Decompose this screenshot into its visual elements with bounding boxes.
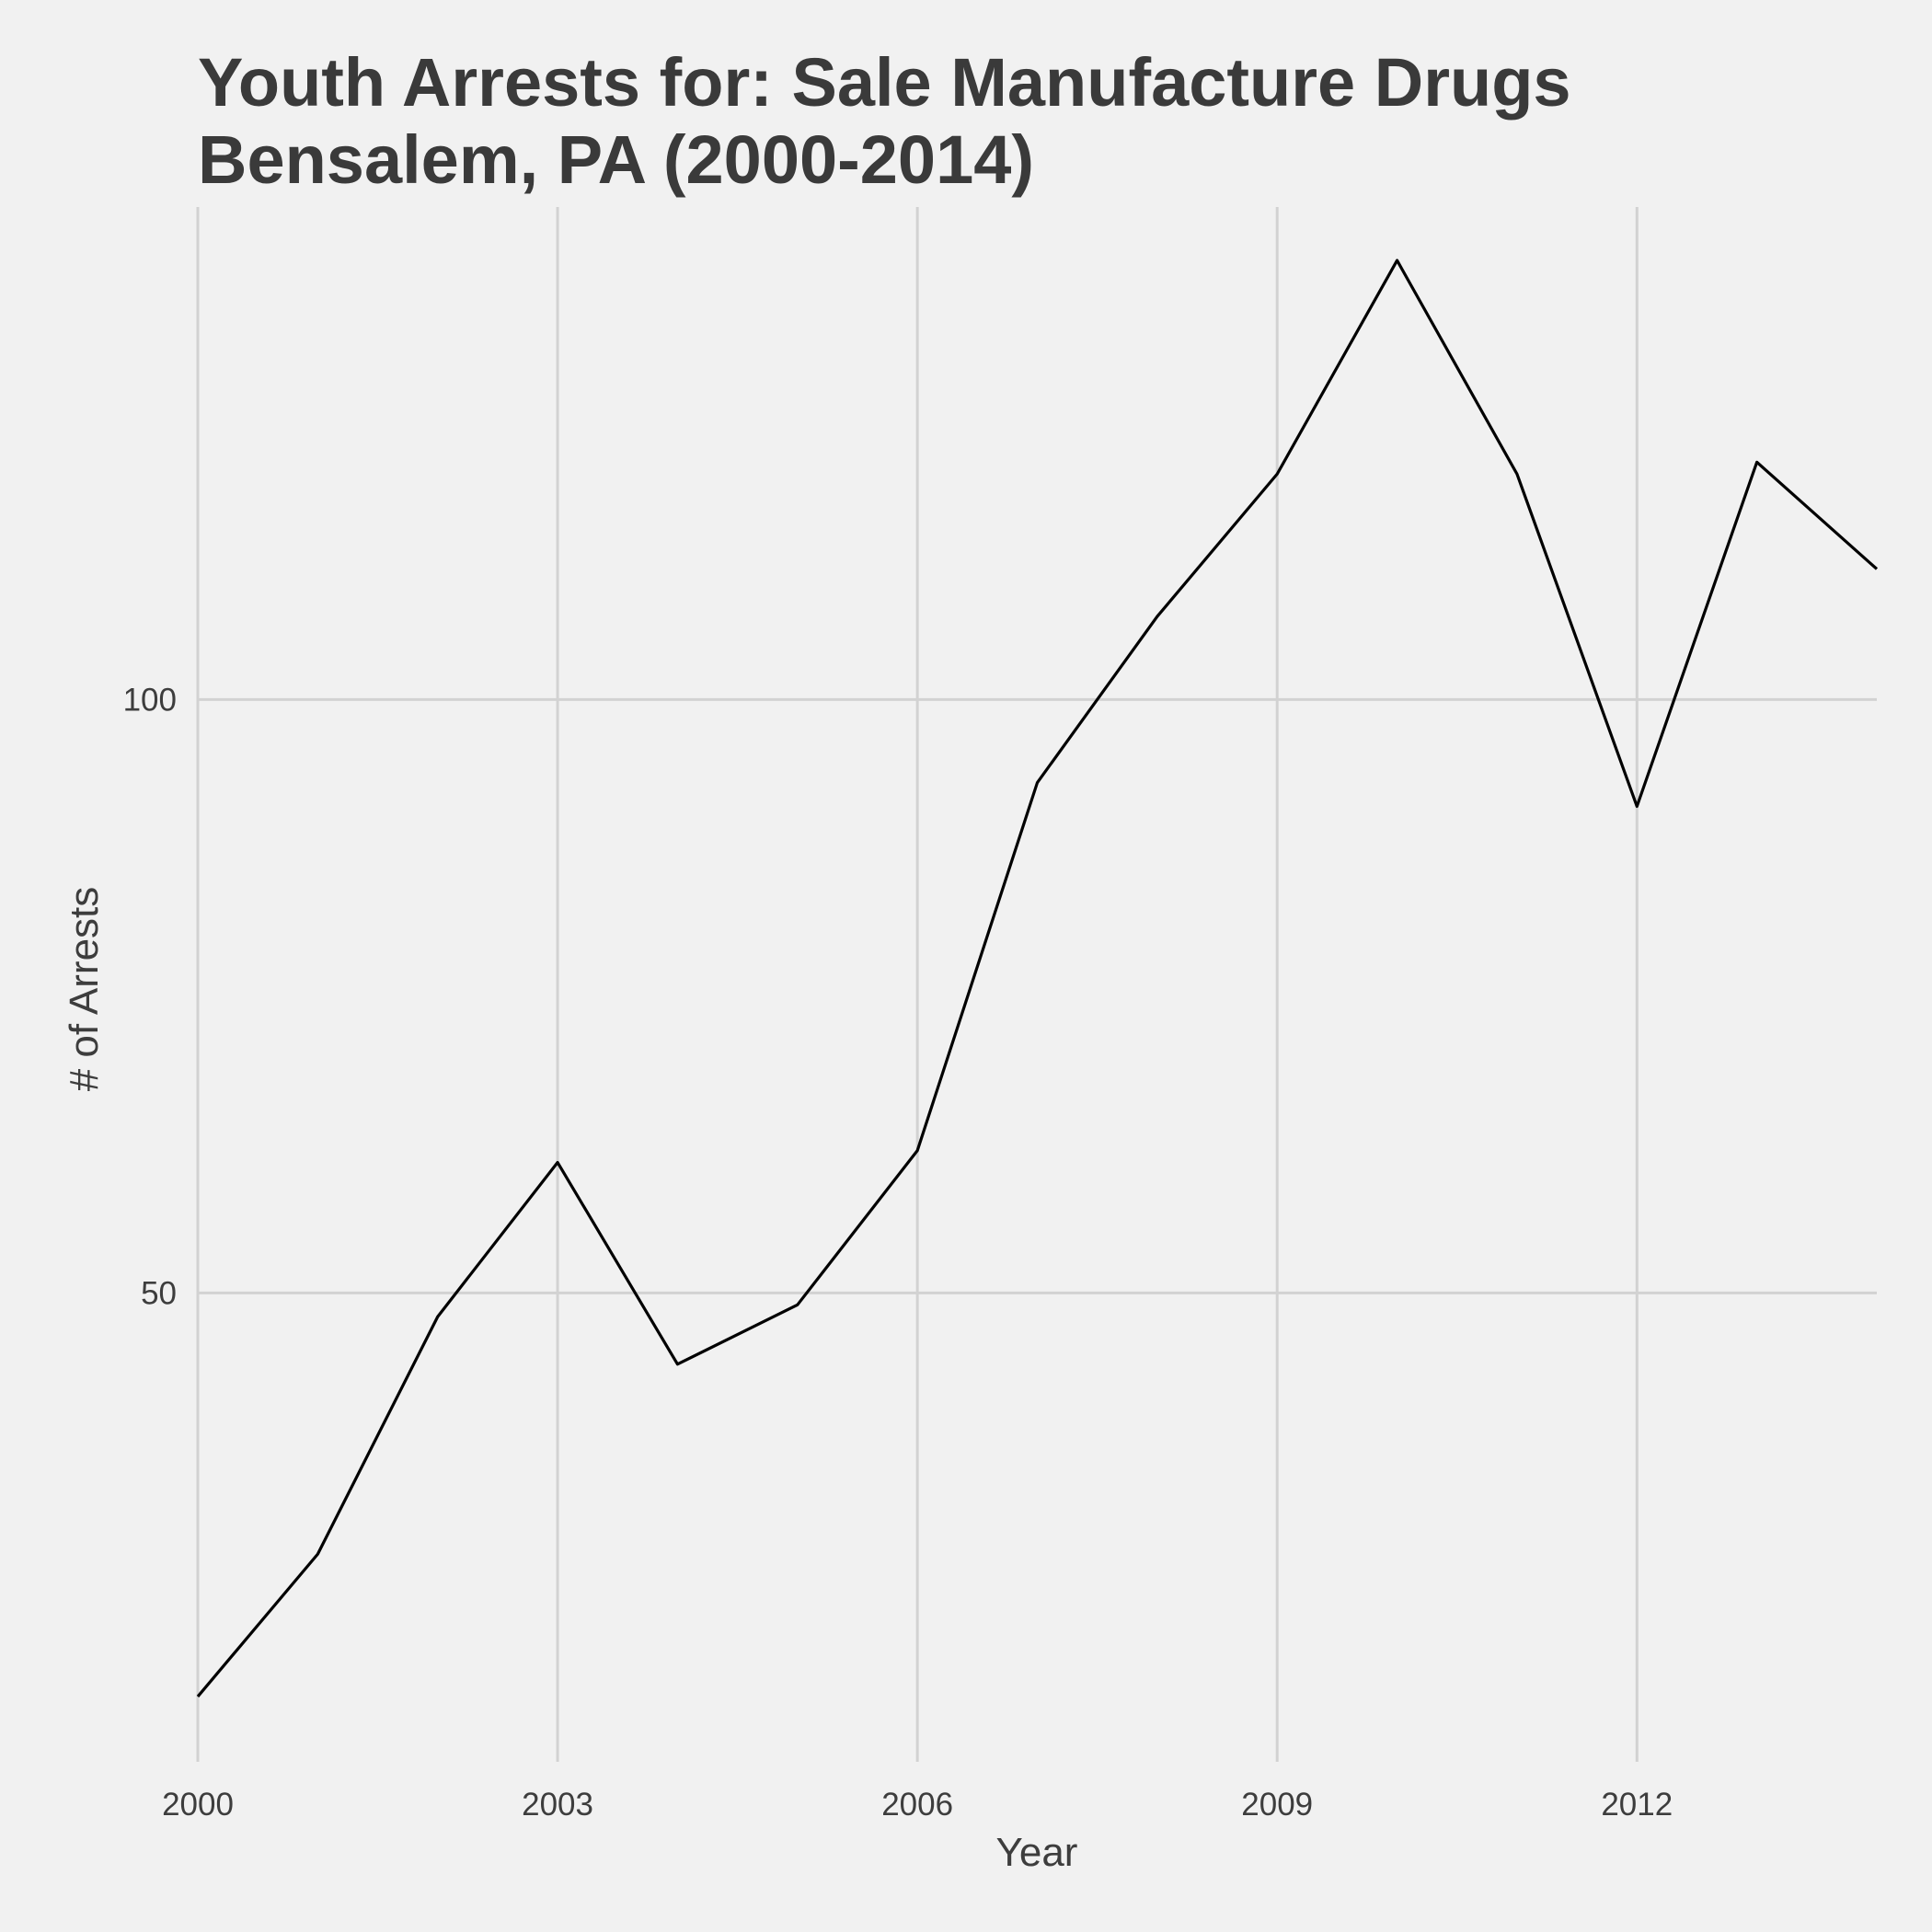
x-tick-label-2000: 2000 (162, 1787, 234, 1823)
x-tick-label-2003: 2003 (522, 1787, 593, 1823)
y-axis-title: # of Arrests (62, 887, 107, 1092)
chart-title-line-1: Youth Arrests for: Sale Manufacture Drug… (198, 44, 1571, 121)
chart-title: Youth Arrests for: Sale Manufacture Drug… (198, 44, 1571, 199)
x-axis-title: Year (996, 1830, 1078, 1875)
y-tick-label-50: 50 (141, 1275, 177, 1311)
chart-title-line-2: Bensalem, PA (2000-2014) (198, 121, 1035, 198)
series-layer (196, 259, 1879, 1698)
series-line-0 (196, 259, 1879, 1698)
x-gridlines (196, 207, 1639, 1762)
x-tick-label-2012: 2012 (1601, 1787, 1673, 1823)
y-tick-label-100: 100 (123, 682, 177, 718)
y-gridlines (198, 697, 1877, 1294)
x-tick-label-2006: 2006 (881, 1787, 953, 1823)
x-tick-label-2009: 2009 (1241, 1787, 1313, 1823)
y-tick-labels: 50 100 (123, 682, 177, 1311)
x-tick-labels: 2000 2003 2006 2009 2012 (162, 1787, 1673, 1823)
